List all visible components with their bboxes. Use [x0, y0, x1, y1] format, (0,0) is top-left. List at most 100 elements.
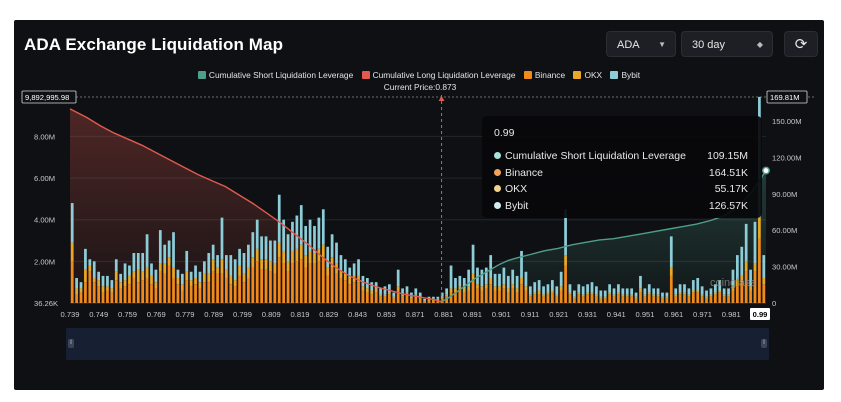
bar-bybit: [484, 267, 488, 285]
bar-binance: [559, 290, 563, 303]
bar-binance: [225, 278, 228, 303]
bar-okx: [568, 292, 572, 295]
bar-okx: [150, 275, 153, 285]
symbol-select[interactable]: ADA ▼: [606, 31, 676, 57]
bar-binance: [749, 290, 752, 303]
bar-bybit: [242, 253, 246, 274]
bar-binance: [339, 278, 343, 303]
bar-okx: [158, 263, 162, 272]
legend-item-long[interactable]: Cumulative Long Liquidation Leverage: [361, 70, 516, 80]
legend-swatch: [523, 71, 532, 79]
chart-legend: Cumulative Short Liquidation Leverage Cu…: [14, 70, 824, 80]
bar-binance: [269, 271, 272, 303]
bar-bybit: [343, 259, 347, 274]
bar-okx: [229, 275, 233, 285]
x-tick-label: 0.911: [521, 310, 539, 319]
bar-binance: [639, 292, 642, 303]
bar-binance: [365, 292, 369, 303]
bar-bybit: [172, 232, 175, 268]
right-tick-label: 90.00M: [772, 190, 797, 199]
bar-binance: [502, 288, 506, 303]
bar-binance: [643, 296, 647, 303]
bar-bybit: [304, 225, 308, 256]
bar-okx: [304, 255, 308, 268]
bar-binance: [462, 292, 466, 303]
bar-okx: [401, 294, 404, 297]
bar-bybit: [700, 286, 704, 295]
bar-bybit: [762, 255, 766, 279]
bar-binance: [445, 296, 448, 303]
legend-label: OKX: [584, 70, 603, 80]
bar-binance: [97, 286, 100, 303]
zoom-slider[interactable]: ll ll: [66, 328, 769, 360]
tooltip-label: OKX: [505, 183, 528, 195]
bar-okx: [740, 275, 744, 283]
bar-bybit: [70, 203, 74, 243]
bar-bybit: [656, 288, 660, 295]
bar-okx: [656, 294, 660, 297]
current-price-label: Current Price:0.873: [383, 82, 457, 92]
bar-bybit: [335, 242, 338, 264]
refresh-button[interactable]: ⟳: [784, 31, 818, 57]
legend-item-binance[interactable]: Binance: [523, 70, 565, 80]
slider-handle-left[interactable]: ll: [68, 339, 74, 348]
bar-binance: [599, 298, 603, 303]
x-tick-label: 0.749: [89, 310, 108, 319]
legend-label: Cumulative Short Liquidation Leverage: [208, 70, 354, 80]
bar-binance: [595, 296, 598, 303]
bar-okx: [647, 292, 651, 295]
bar-okx: [291, 250, 294, 264]
bar-bybit: [691, 280, 695, 291]
tooltip-row: Binance 164.51K: [494, 167, 750, 184]
bar-bybit: [405, 286, 409, 293]
bar-okx: [202, 273, 206, 283]
x-tick-label: 0.871: [405, 310, 424, 319]
bar-binance: [436, 300, 440, 303]
bar-binance: [722, 296, 726, 303]
bar-okx: [194, 278, 197, 285]
bar-binance: [242, 282, 246, 303]
bar-bybit: [462, 278, 466, 289]
bar-binance: [247, 278, 250, 303]
bar-bybit: [669, 236, 673, 268]
bar-binance: [260, 269, 263, 303]
bar-bybit: [581, 286, 585, 295]
legend-item-okx[interactable]: OKX: [573, 70, 602, 80]
bar-binance: [489, 284, 493, 303]
legend-item-short[interactable]: Cumulative Short Liquidation Leverage: [197, 70, 354, 80]
slider-handle-right[interactable]: ll: [761, 339, 767, 348]
bar-binance: [524, 290, 528, 303]
legend-item-bybit[interactable]: Bybit: [610, 70, 640, 80]
bar-binance: [370, 294, 374, 303]
bar-binance: [308, 263, 312, 303]
bar-binance: [647, 294, 651, 303]
bar-okx: [608, 292, 611, 295]
bar-okx: [590, 292, 594, 295]
bar-okx: [599, 296, 603, 299]
bar-bybit: [388, 284, 391, 293]
range-select[interactable]: 30 day ◆: [681, 31, 773, 57]
bar-bybit: [84, 248, 87, 270]
bar-binance: [291, 263, 294, 303]
bar-bybit: [97, 271, 100, 281]
bar-binance: [158, 271, 162, 303]
bar-binance: [361, 290, 365, 303]
bar-binance: [343, 280, 347, 303]
legend-label: Cumulative Long Liquidation Leverage: [372, 70, 516, 80]
bar-binance: [709, 296, 713, 303]
bar-okx: [247, 267, 250, 279]
tooltip-dot: [494, 185, 501, 192]
bar-binance: [727, 296, 730, 303]
bar-okx: [515, 288, 519, 293]
bars-group: [70, 96, 766, 303]
bar-okx: [476, 284, 479, 289]
max-label-box: [21, 90, 77, 104]
bar-binance: [123, 286, 127, 303]
legend-swatch: [573, 71, 582, 79]
bar-binance: [758, 238, 761, 303]
tooltip-label: Cumulative Short Liquidation Leverage: [505, 150, 686, 162]
bar-binance: [432, 300, 435, 303]
bar-binance: [396, 290, 400, 303]
bar-okx: [520, 278, 523, 285]
bar-okx: [480, 286, 484, 291]
